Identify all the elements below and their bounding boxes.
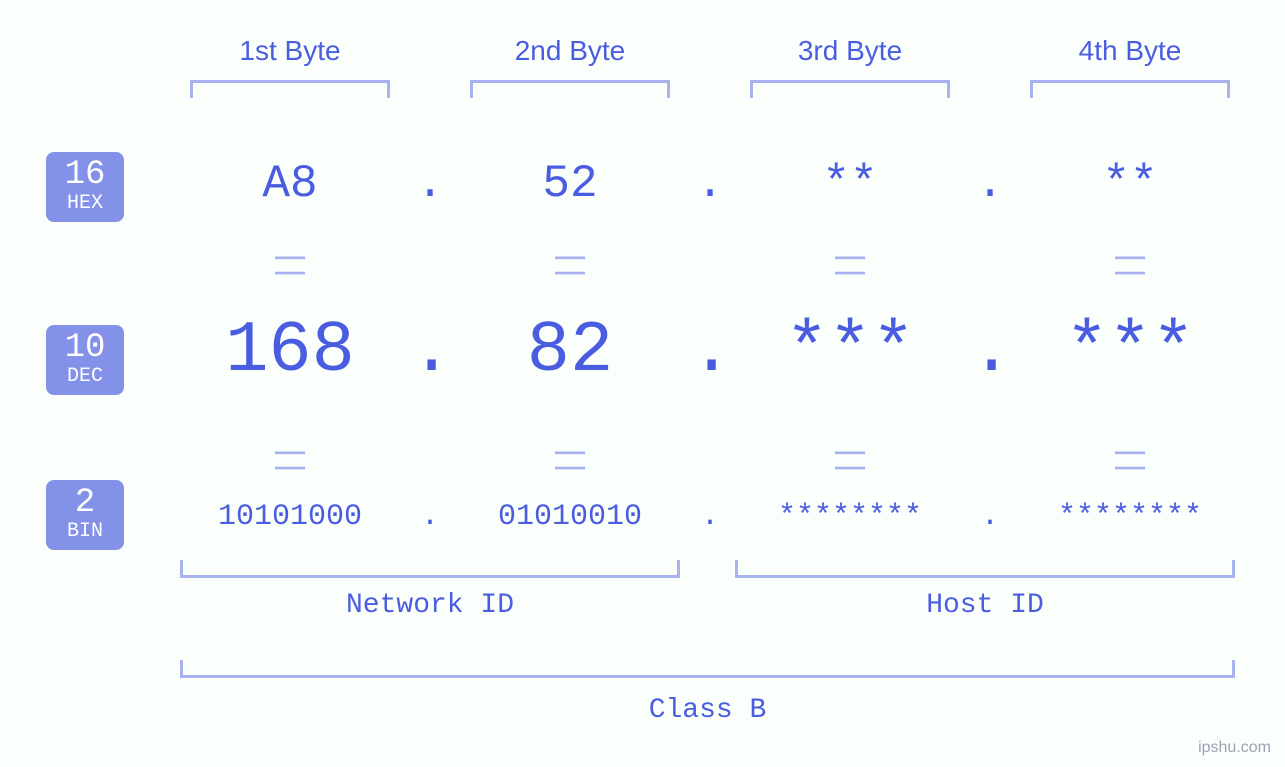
bin-byte-3: ******** — [720, 500, 980, 534]
byte-header-3: 3rd Byte — [750, 35, 950, 67]
network-id-label: Network ID — [180, 590, 680, 621]
equals-icon-r0-c3: || — [1112, 244, 1149, 284]
dec-dot-2: . — [690, 310, 730, 392]
byte-bracket-1 — [190, 80, 390, 98]
badge-label: DEC — [58, 367, 112, 387]
bin-dot-3: . — [970, 500, 1010, 534]
badge-label: BIN — [58, 522, 112, 542]
byte-header-1: 1st Byte — [190, 35, 390, 67]
badge-label: HEX — [58, 194, 112, 214]
hex-byte-2: 52 — [460, 158, 680, 210]
hex-byte-4: ** — [1020, 158, 1240, 210]
base-badge-dec: 10DEC — [46, 325, 124, 395]
byte-header-2: 2nd Byte — [470, 35, 670, 67]
equals-icon-r0-c0: || — [272, 244, 309, 284]
network-id-bracket — [180, 560, 680, 578]
dec-byte-1: 168 — [160, 310, 420, 392]
hex-byte-3: ** — [740, 158, 960, 210]
hex-dot-2: . — [690, 158, 730, 210]
byte-bracket-3 — [750, 80, 950, 98]
base-badge-hex: 16HEX — [46, 152, 124, 222]
bin-byte-2: 01010010 — [440, 500, 700, 534]
equals-icon-r1-c1: || — [552, 439, 589, 479]
bin-dot-1: . — [410, 500, 450, 534]
hex-dot-1: . — [410, 158, 450, 210]
base-badge-bin: 2BIN — [46, 480, 124, 550]
byte-header-4: 4th Byte — [1030, 35, 1230, 67]
bin-byte-4: ******** — [1000, 500, 1260, 534]
equals-icon-r0-c1: || — [552, 244, 589, 284]
badge-num: 16 — [58, 158, 112, 192]
equals-icon-r0-c2: || — [832, 244, 869, 284]
class-label: Class B — [180, 695, 1235, 726]
byte-bracket-4 — [1030, 80, 1230, 98]
dec-dot-1: . — [410, 310, 450, 392]
dec-byte-2: 82 — [440, 310, 700, 392]
bin-byte-1: 10101000 — [160, 500, 420, 534]
bin-dot-2: . — [690, 500, 730, 534]
host-id-bracket — [735, 560, 1235, 578]
equals-icon-r1-c0: || — [272, 439, 309, 479]
equals-icon-r1-c2: || — [832, 439, 869, 479]
equals-icon-r1-c3: || — [1112, 439, 1149, 479]
dec-byte-3: *** — [720, 310, 980, 392]
dec-byte-4: *** — [1000, 310, 1260, 392]
byte-bracket-2 — [470, 80, 670, 98]
host-id-label: Host ID — [735, 590, 1235, 621]
dec-dot-3: . — [970, 310, 1010, 392]
class-bracket — [180, 660, 1235, 678]
hex-byte-1: A8 — [180, 158, 400, 210]
watermark: ipshu.com — [1198, 739, 1271, 757]
badge-num: 10 — [58, 331, 112, 365]
hex-dot-3: . — [970, 158, 1010, 210]
badge-num: 2 — [58, 486, 112, 520]
